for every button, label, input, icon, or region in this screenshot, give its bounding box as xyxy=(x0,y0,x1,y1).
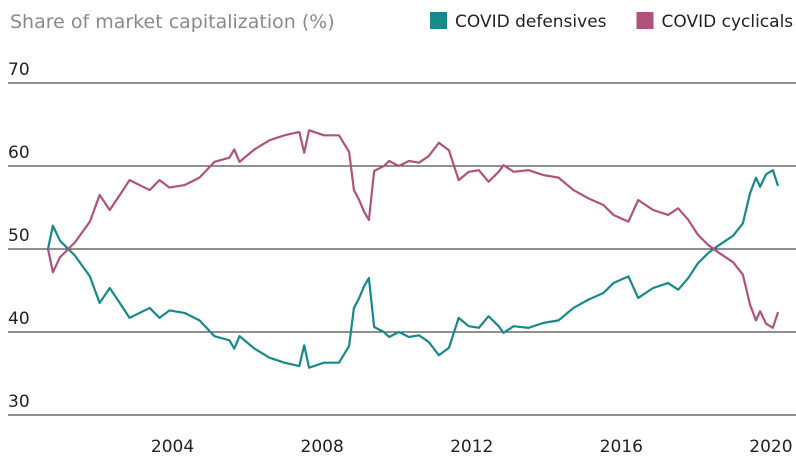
y-tick-label: 70 xyxy=(8,60,30,80)
x-tick-label: 2012 xyxy=(450,437,493,457)
legend-swatch xyxy=(430,12,447,29)
line-series xyxy=(46,129,780,329)
y-tick-label: 30 xyxy=(8,392,30,412)
legend-label: COVID defensives xyxy=(455,12,607,32)
x-tick-label: 2008 xyxy=(301,437,344,457)
x-tick-label: 2004 xyxy=(151,437,194,457)
legend-label: COVID cyclicals xyxy=(662,12,794,32)
x-tick-label: 2020 xyxy=(749,437,792,457)
y-tick-label: 60 xyxy=(8,143,30,163)
y-tick-label: 50 xyxy=(8,226,30,246)
legend-swatch xyxy=(636,12,654,29)
y-tick-label: 40 xyxy=(8,309,30,329)
chart-title: Share of market capitalization (%) xyxy=(10,11,335,33)
line-series xyxy=(46,169,780,369)
x-tick-label: 2016 xyxy=(600,437,643,457)
